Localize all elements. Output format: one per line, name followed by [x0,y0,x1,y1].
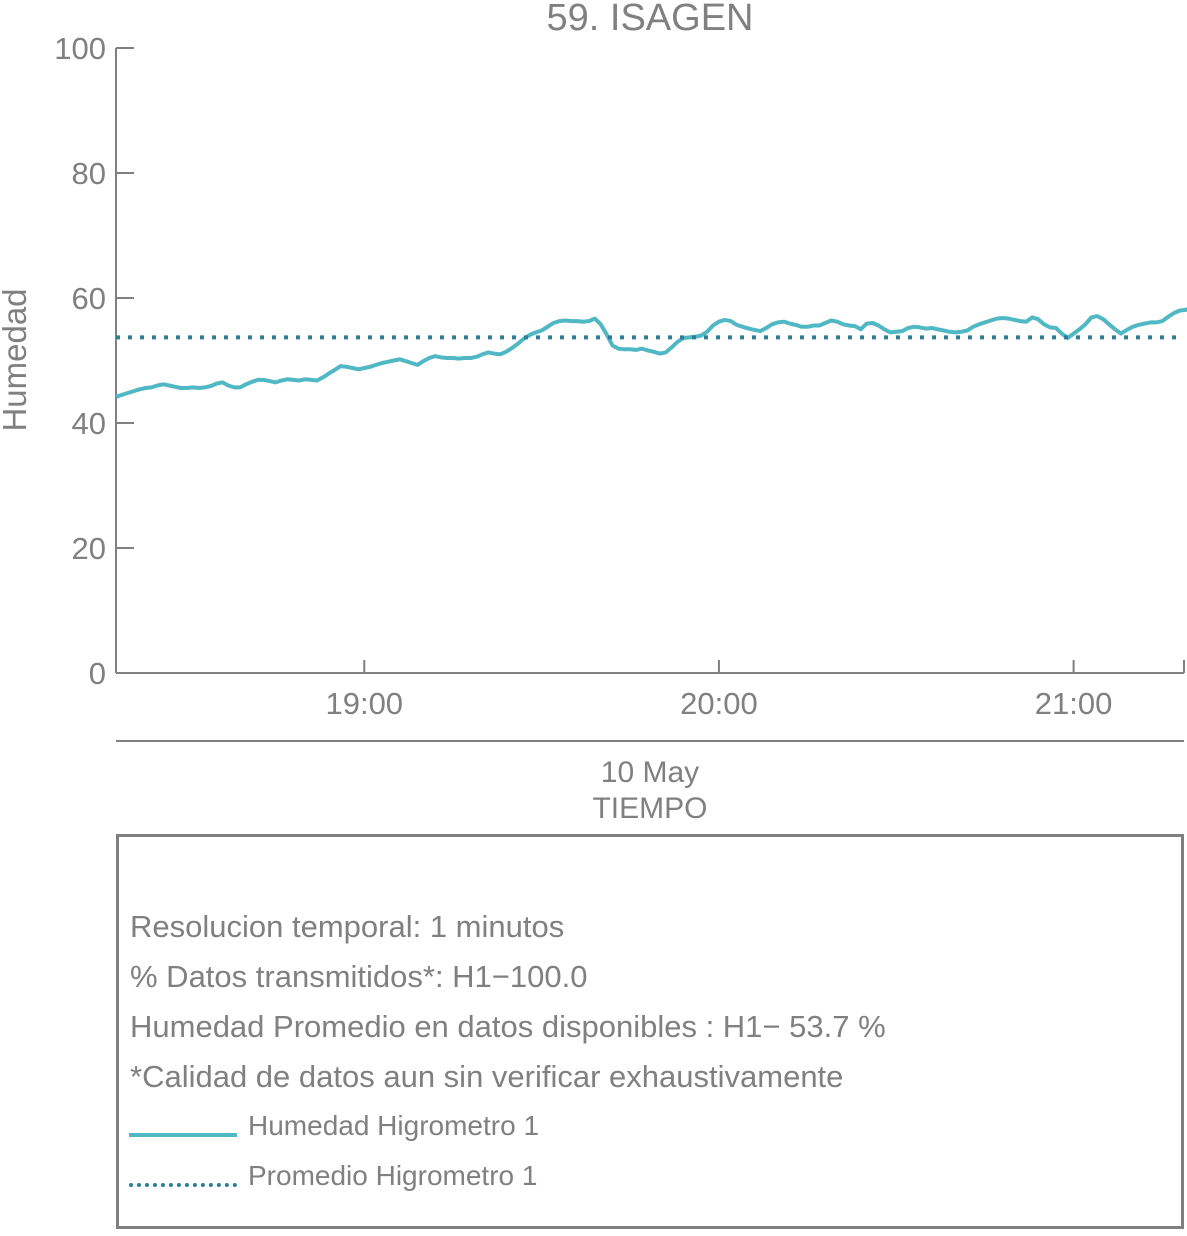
y-tick-label: 80 [72,156,106,191]
legend-swatch-promedio [129,1183,237,1187]
x-axis-label: TIEMPO [592,792,707,825]
series-humedad-line [115,307,1187,399]
x-tick-label: 19:00 [325,686,403,721]
y-tick-label: 40 [72,406,106,441]
date-label: 10 May [601,756,699,789]
x-tick-label: 21:00 [1035,686,1113,721]
info-quality-note: *Calidad de datos aun sin verificar exha… [130,1059,844,1094]
y-tick-label: 60 [72,281,106,316]
legend-swatch-humedad [129,1133,237,1137]
y-axis-label: Humedad [0,288,33,431]
y-ticks: 0 20 40 60 80 100 [54,31,134,691]
y-tick-label: 0 [89,656,106,691]
x-ticks: 19:00 20:00 21:00 [325,660,1112,721]
series-layer [115,307,1187,399]
chart-title: 59. ISAGEN [547,0,754,39]
legend-label-promedio: Promedio Higrometro 1 [248,1160,538,1191]
y-tick-label: 100 [54,31,106,66]
y-tick-label: 20 [72,531,106,566]
info-resolution: Resolucion temporal: 1 minutos [130,909,565,944]
info-transmitted: % Datos transmitidos*: H1−100.0 [130,959,588,994]
info-box: Resolucion temporal: 1 minutos % Datos t… [116,834,1184,1229]
legend-label-humedad: Humedad Higrometro 1 [248,1110,540,1141]
chart: 59. ISAGEN Humedad 0 20 40 60 80 100 19:00 20:… [0,0,1187,825]
info-average: Humedad Promedio en datos disponibles : … [130,1009,886,1044]
x-tick-label: 20:00 [680,686,758,721]
